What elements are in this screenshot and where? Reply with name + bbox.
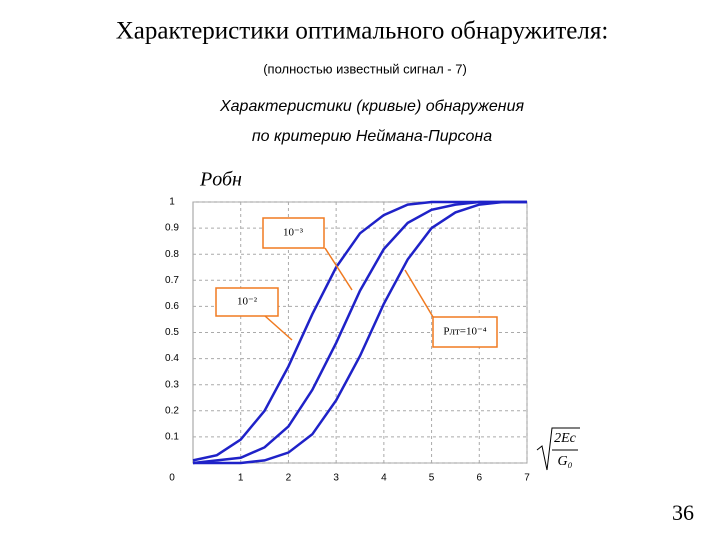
x-tick-label: 1 <box>238 473 244 484</box>
x-tick-label: 2 <box>286 473 292 484</box>
annotation: 10⁻³ <box>283 227 304 239</box>
page-number: 36 <box>672 500 694 525</box>
y-tick-label: 0.8 <box>165 249 179 260</box>
y-tick-label: 0.7 <box>165 275 179 286</box>
y-tick-label: 0.2 <box>165 405 179 416</box>
curve <box>193 200 527 465</box>
slide-subtitle: (полностью известный сигнал - 7) <box>263 61 467 76</box>
annotation-line <box>264 315 293 341</box>
x-tick-label: 6 <box>477 473 483 484</box>
annotation-line <box>324 247 353 291</box>
x-tick-label: 3 <box>333 473 339 484</box>
annotation-line <box>404 269 434 318</box>
x-axis-label: 2Eс <box>554 431 577 446</box>
y-tick-label: 0.1 <box>165 432 179 443</box>
y-tick-label: 0.5 <box>165 327 179 338</box>
y-tick-label: 0.4 <box>165 353 179 364</box>
y-tick-label: 0 <box>169 473 175 484</box>
y-tick-label: 1 <box>169 197 175 208</box>
annotation-box <box>432 316 498 348</box>
curve <box>192 200 527 465</box>
slide-text: по критерию Неймана-Пирсона <box>252 128 492 145</box>
y-tick-label: 0.6 <box>165 301 179 312</box>
annotation-box <box>215 287 279 317</box>
annotation: Pлт=10⁻⁴ <box>443 326 486 338</box>
x-axis-label: G₀ <box>558 454 573 469</box>
x-tick-label: 4 <box>381 473 387 484</box>
slide-title: Характеристики оптимального обнаружителя… <box>116 18 609 45</box>
radical <box>536 427 580 471</box>
x-tick-label: 5 <box>429 473 435 484</box>
slide-text: Характеристики (кривые) обнаружения <box>219 98 524 115</box>
annotation-box <box>262 217 325 249</box>
y-tick-label: 0.9 <box>165 223 179 234</box>
y-axis-label: Pобн <box>199 169 242 191</box>
annotation: 10⁻² <box>237 296 258 308</box>
y-tick-label: 0.3 <box>165 379 179 390</box>
x-tick-label: 7 <box>524 473 530 484</box>
